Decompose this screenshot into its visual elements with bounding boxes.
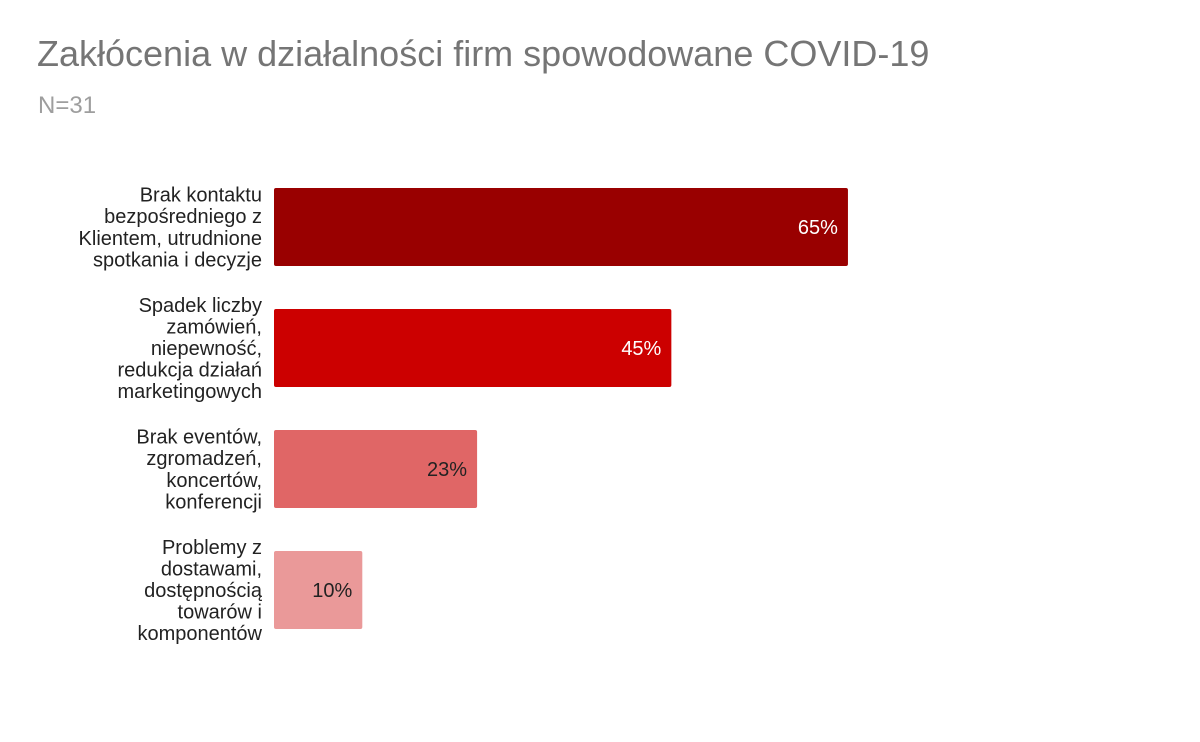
category-label-4: Problemy z dostawami, dostępnością towarów … xyxy=(137,537,262,645)
bar-value-label-4: 10% xyxy=(312,580,352,602)
bar-value-label-1: 65% xyxy=(798,217,838,239)
bar-value-label-2: 45% xyxy=(621,338,661,360)
bar-3 xyxy=(274,430,478,508)
bar-2 xyxy=(274,309,672,387)
category-label-2: Spadek liczby zamówień, niepewność, redukcj… xyxy=(117,295,262,403)
category-label-1: Brak kontaktu bezpośredniego z Klientem, u… xyxy=(79,185,262,272)
bar-value-label-3: 23% xyxy=(427,459,467,481)
chart-subtitle: N=31 xyxy=(38,92,97,119)
bar-4 xyxy=(274,551,363,629)
bar-1 xyxy=(274,188,848,266)
chart-title: Zakłócenia w działalności firm spowodowa… xyxy=(37,33,930,74)
category-label-3: Brak eventów, zgromadzeń, koncertów, konfer… xyxy=(136,427,262,514)
